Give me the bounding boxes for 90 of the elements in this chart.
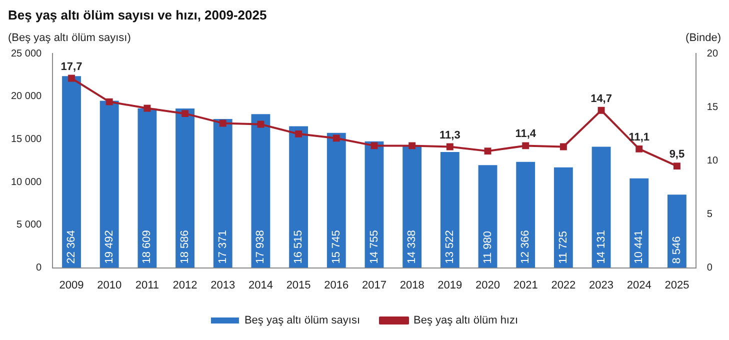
point [408, 142, 416, 150]
bar [667, 194, 686, 268]
y2-axis-title: (Binde) [686, 32, 721, 44]
data-label: 12 366 [520, 230, 532, 264]
bar [213, 118, 232, 268]
data-label: 18 586 [179, 230, 192, 264]
y-tick-label: 20 000 [10, 91, 42, 102]
y2-tick-label: 20 [706, 48, 718, 60]
bar [554, 167, 573, 268]
y-tick-label: 15 000 [10, 134, 42, 146]
point [332, 134, 340, 142]
data-label: 16 515 [292, 230, 305, 264]
x-tick-label: 2020 [476, 279, 500, 292]
point [68, 74, 75, 82]
data-label: 11,4 [515, 128, 537, 140]
x-tick-label: 2024 [626, 279, 652, 292]
bar [364, 141, 384, 268]
point [182, 110, 189, 118]
data-label: 14 755 [368, 230, 380, 264]
data-label: 11,3 [440, 129, 460, 142]
bar [326, 132, 346, 268]
data-label: 19 492 [103, 230, 116, 264]
chart-title: Beş yaş altı ölüm sayısı ve hızı, 2009-2025 [8, 7, 267, 22]
point [446, 143, 454, 150]
point [636, 145, 643, 152]
data-label: 9,5 [669, 148, 685, 161]
x-tick-label: 2016 [324, 279, 349, 292]
data-label: 11,1 [628, 131, 650, 144]
bar [630, 178, 649, 268]
data-label: 22 364 [66, 230, 78, 264]
point [673, 162, 680, 170]
data-label: 10 441 [633, 230, 646, 264]
x-tick-label: 2023 [589, 279, 614, 292]
data-label: 17,7 [60, 60, 82, 73]
data-label: 17 371 [216, 230, 229, 264]
bar [100, 100, 119, 268]
y-tick-label: 10 000 [10, 176, 42, 188]
point [295, 130, 302, 138]
x-tick-label: 2019 [438, 279, 462, 292]
x-tick-label: 2013 [210, 279, 236, 292]
y-tick-label: 5 000 [16, 220, 42, 231]
bar [176, 108, 194, 268]
data-label: 15 745 [330, 230, 342, 264]
data-label: 14 338 [406, 230, 418, 264]
point [257, 120, 264, 128]
x-tick-label: 2011 [135, 279, 160, 292]
x-tick-label: 2025 [664, 279, 690, 292]
point [598, 106, 605, 114]
y2-tick-label: 5 [706, 209, 713, 220]
point [370, 142, 378, 150]
data-label: 13 522 [444, 230, 456, 264]
data-label: 8 546 [670, 236, 683, 264]
y-tick-label: 25 000 [10, 48, 42, 60]
bar [592, 146, 611, 268]
x-tick-label: 2021 [513, 279, 538, 292]
bar [402, 144, 422, 268]
y2-tick-label: 10 [706, 155, 718, 166]
bar [478, 165, 498, 268]
y2-tick-label: 15 [706, 102, 718, 113]
point [219, 120, 226, 127]
x-tick-label: 2012 [172, 279, 198, 292]
bar [440, 152, 460, 268]
data-label: 17 938 [254, 230, 267, 264]
x-tick-label: 2017 [362, 279, 386, 292]
point [106, 98, 113, 106]
data-label: 11 980 [482, 230, 494, 264]
y-tick-label: 0 [36, 262, 42, 274]
point [560, 143, 567, 150]
point [144, 104, 151, 112]
x-tick-label: 2009 [59, 279, 84, 292]
data-label: 14,7 [590, 92, 612, 105]
data-label: 14 131 [595, 230, 608, 264]
data-label: 18 609 [141, 230, 154, 264]
x-tick-label: 2018 [400, 279, 424, 292]
x-tick-label: 2015 [286, 279, 311, 292]
bar [138, 108, 157, 268]
bar [251, 114, 270, 268]
legend-label: Beş yaş altı ölüm hızı [414, 314, 518, 327]
bar [516, 162, 536, 268]
bar [289, 126, 308, 268]
y2-tick-label: 0 [706, 262, 713, 274]
legend-label: Beş yaş altı ölüm sayısı [244, 314, 360, 327]
bar [62, 76, 81, 268]
point [484, 148, 492, 155]
x-tick-label: 2022 [551, 279, 576, 292]
x-tick-label: 2010 [97, 279, 122, 292]
data-label: 11 725 [557, 230, 570, 264]
x-tick-label: 2014 [248, 279, 273, 292]
y-axis-title: (Beş yaş altı ölüm sayısı) [8, 32, 131, 44]
point [522, 142, 530, 150]
